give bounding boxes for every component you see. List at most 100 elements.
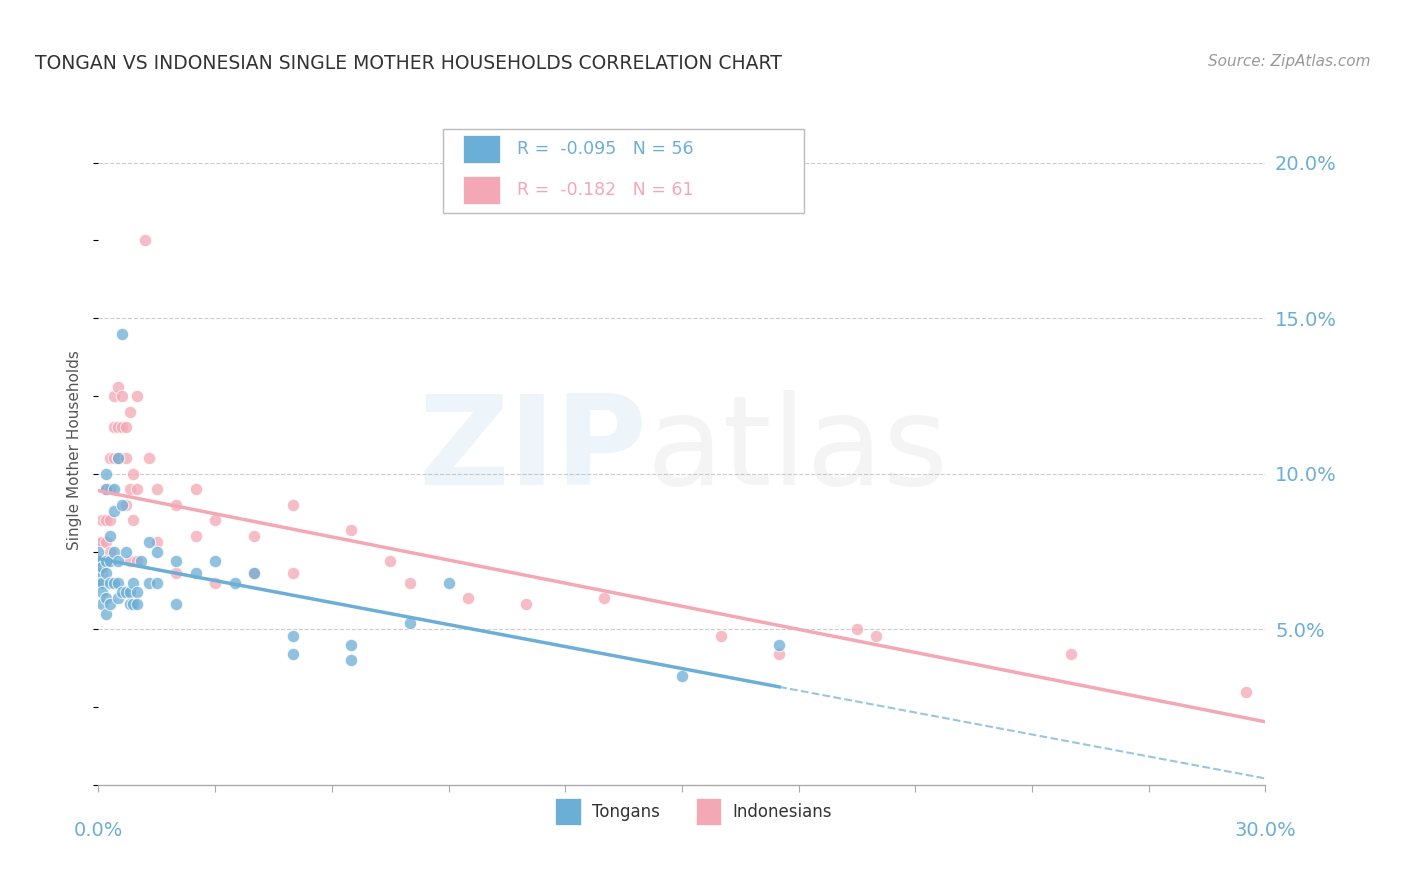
Point	[103, 544, 125, 558]
Point	[118, 554, 141, 568]
Point	[87, 566, 110, 581]
Point	[96, 513, 118, 527]
Point	[103, 575, 125, 590]
Point	[96, 483, 118, 497]
Point	[107, 420, 129, 434]
Text: ZIP: ZIP	[418, 390, 647, 511]
Point	[96, 554, 118, 568]
Point	[96, 591, 118, 606]
Point	[91, 598, 114, 612]
Point	[340, 638, 363, 652]
Point	[122, 598, 145, 612]
Point	[340, 523, 363, 537]
Point	[98, 529, 121, 543]
Point	[281, 647, 304, 661]
Point	[87, 554, 110, 568]
Point	[457, 591, 479, 606]
Point	[91, 566, 114, 581]
Text: Source: ZipAtlas.com: Source: ZipAtlas.com	[1208, 54, 1371, 69]
Point	[98, 483, 121, 497]
Point	[107, 379, 129, 393]
Point	[398, 575, 420, 590]
Point	[114, 544, 136, 558]
Point	[111, 420, 134, 434]
Point	[281, 629, 304, 643]
Point	[87, 566, 110, 581]
Text: Indonesians: Indonesians	[733, 803, 832, 821]
Point	[91, 585, 114, 599]
Point	[91, 535, 114, 549]
Point	[281, 498, 304, 512]
Point	[593, 591, 616, 606]
Text: 30.0%: 30.0%	[1234, 821, 1296, 839]
Point	[98, 554, 121, 568]
Point	[340, 653, 363, 667]
Point	[281, 566, 304, 581]
Point	[98, 513, 121, 527]
Point	[122, 467, 145, 481]
Point	[96, 566, 118, 581]
Text: TONGAN VS INDONESIAN SINGLE MOTHER HOUSEHOLDS CORRELATION CHART: TONGAN VS INDONESIAN SINGLE MOTHER HOUSE…	[35, 54, 782, 72]
Point	[91, 575, 114, 590]
Point	[515, 598, 537, 612]
Point	[243, 529, 266, 543]
Point	[91, 560, 114, 574]
Point	[243, 566, 266, 581]
Point	[138, 535, 160, 549]
Point	[165, 598, 187, 612]
Point	[96, 467, 118, 481]
Point	[96, 483, 118, 497]
Point	[1060, 647, 1083, 661]
Point	[204, 513, 226, 527]
Point	[96, 554, 118, 568]
Point	[103, 504, 125, 518]
Point	[1234, 684, 1257, 698]
Point	[87, 535, 110, 549]
Point	[98, 544, 121, 558]
Point	[398, 616, 420, 631]
Text: R =  -0.095   N = 56: R = -0.095 N = 56	[517, 140, 695, 159]
Point	[710, 629, 733, 643]
Point	[114, 451, 136, 466]
Point	[768, 638, 790, 652]
Point	[127, 585, 149, 599]
Point	[122, 513, 145, 527]
Point	[107, 591, 129, 606]
Point	[127, 598, 149, 612]
Point	[146, 575, 169, 590]
Point	[165, 554, 187, 568]
FancyBboxPatch shape	[443, 129, 804, 213]
Point	[224, 575, 246, 590]
Point	[184, 529, 207, 543]
Point	[98, 598, 121, 612]
Text: atlas: atlas	[647, 390, 949, 511]
Text: Tongans: Tongans	[592, 803, 659, 821]
Point	[87, 575, 110, 590]
Point	[138, 575, 160, 590]
Point	[103, 420, 125, 434]
Point	[98, 451, 121, 466]
Point	[146, 483, 169, 497]
Y-axis label: Single Mother Households: Single Mother Households	[67, 351, 83, 550]
Point	[846, 623, 869, 637]
Point	[118, 404, 141, 418]
Point	[134, 234, 156, 248]
Point	[107, 554, 129, 568]
Point	[122, 575, 145, 590]
Point	[107, 451, 129, 466]
Point	[184, 483, 207, 497]
FancyBboxPatch shape	[463, 136, 501, 163]
Point	[129, 554, 152, 568]
Point	[103, 451, 125, 466]
Point	[107, 575, 129, 590]
Point	[114, 498, 136, 512]
Point	[107, 451, 129, 466]
Point	[165, 498, 187, 512]
Point	[118, 598, 141, 612]
Point	[96, 535, 118, 549]
Point	[184, 566, 207, 581]
Point	[138, 451, 160, 466]
Point	[96, 607, 118, 621]
Point	[204, 554, 226, 568]
Point	[91, 554, 114, 568]
